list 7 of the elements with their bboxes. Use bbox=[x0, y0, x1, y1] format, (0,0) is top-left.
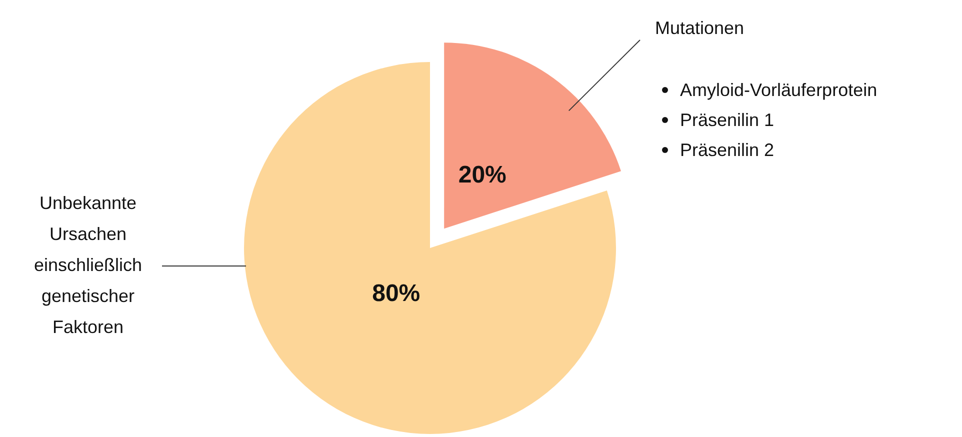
text: Amyloid-Vorläuferprotein bbox=[680, 80, 878, 100]
data-label: 20% bbox=[458, 161, 506, 188]
text: Präsenilin 2 bbox=[680, 140, 774, 160]
text: Präsenilin 1 bbox=[680, 110, 774, 130]
slice-label: Unbekannte Ursachen einschließlich genetischer Faktoren bbox=[34, 192, 142, 337]
data-label: 80% bbox=[372, 280, 420, 307]
slice-label: Mutationen bbox=[655, 18, 744, 38]
